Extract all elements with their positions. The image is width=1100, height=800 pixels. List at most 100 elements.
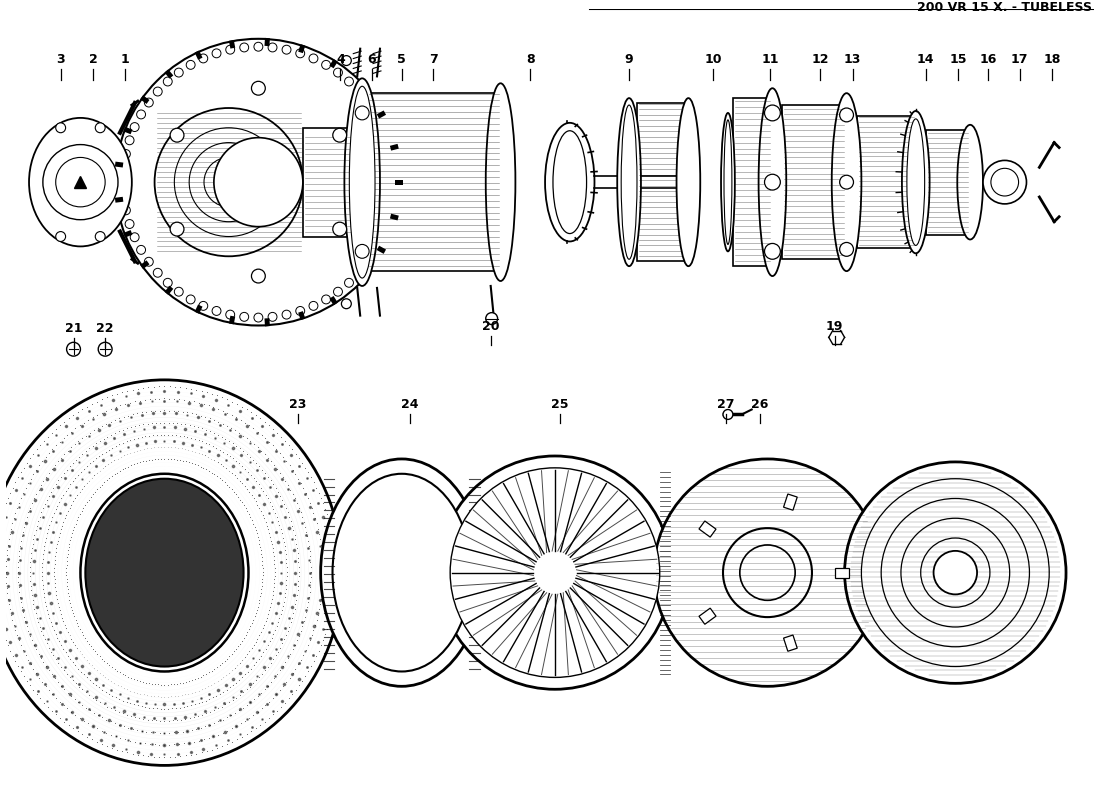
- Text: 7: 7: [429, 54, 438, 66]
- Bar: [857, 116, 916, 248]
- Bar: [114, 162, 123, 167]
- Circle shape: [96, 231, 106, 242]
- Circle shape: [901, 518, 1010, 627]
- Circle shape: [98, 342, 112, 356]
- Bar: [195, 50, 202, 60]
- Bar: [698, 521, 716, 537]
- Bar: [195, 305, 202, 314]
- Bar: [389, 214, 399, 221]
- Ellipse shape: [189, 142, 268, 222]
- Circle shape: [861, 478, 1049, 666]
- Circle shape: [226, 46, 234, 54]
- Text: 12: 12: [811, 54, 828, 66]
- Circle shape: [881, 498, 1030, 646]
- Circle shape: [438, 456, 672, 690]
- Circle shape: [240, 312, 249, 322]
- Circle shape: [363, 98, 373, 107]
- Bar: [783, 494, 798, 510]
- Circle shape: [333, 222, 346, 236]
- Ellipse shape: [724, 120, 732, 245]
- Circle shape: [252, 82, 265, 95]
- Circle shape: [389, 178, 398, 186]
- Circle shape: [354, 87, 363, 96]
- Circle shape: [212, 306, 221, 315]
- Circle shape: [388, 192, 397, 201]
- Circle shape: [212, 49, 221, 58]
- Circle shape: [321, 61, 330, 70]
- Bar: [229, 40, 235, 49]
- Circle shape: [136, 246, 145, 254]
- Ellipse shape: [621, 105, 637, 259]
- Bar: [698, 608, 716, 624]
- Ellipse shape: [546, 123, 594, 242]
- Bar: [298, 44, 306, 53]
- Circle shape: [282, 46, 292, 54]
- Circle shape: [386, 150, 395, 158]
- Circle shape: [363, 258, 373, 266]
- Text: 5: 5: [397, 54, 406, 66]
- Ellipse shape: [86, 478, 243, 666]
- Ellipse shape: [80, 474, 249, 671]
- Circle shape: [116, 39, 402, 326]
- Circle shape: [333, 68, 342, 77]
- Ellipse shape: [321, 459, 483, 686]
- Ellipse shape: [350, 86, 375, 278]
- Text: 17: 17: [1011, 54, 1028, 66]
- Text: 24: 24: [400, 398, 418, 411]
- Circle shape: [333, 287, 342, 296]
- Bar: [264, 38, 270, 46]
- Bar: [782, 105, 847, 259]
- Circle shape: [174, 287, 184, 296]
- Circle shape: [383, 136, 392, 145]
- Bar: [389, 144, 399, 150]
- Text: 10: 10: [704, 54, 722, 66]
- Circle shape: [371, 110, 381, 119]
- Ellipse shape: [676, 98, 701, 266]
- Text: 3: 3: [56, 54, 65, 66]
- Text: 21: 21: [65, 322, 82, 335]
- Circle shape: [309, 302, 318, 310]
- Ellipse shape: [204, 158, 253, 207]
- Circle shape: [186, 295, 195, 304]
- Ellipse shape: [0, 380, 342, 766]
- Circle shape: [341, 56, 351, 66]
- Circle shape: [240, 43, 249, 52]
- Text: 13: 13: [844, 54, 861, 66]
- Text: 1: 1: [121, 54, 130, 66]
- Circle shape: [991, 168, 1019, 196]
- Bar: [298, 311, 306, 320]
- Circle shape: [534, 551, 576, 594]
- Circle shape: [121, 206, 130, 214]
- Circle shape: [186, 61, 195, 70]
- Ellipse shape: [720, 113, 735, 251]
- Circle shape: [354, 268, 363, 278]
- Circle shape: [296, 49, 305, 58]
- Circle shape: [56, 231, 66, 242]
- Ellipse shape: [906, 119, 925, 246]
- Bar: [264, 318, 270, 326]
- Text: 27: 27: [717, 398, 735, 411]
- Circle shape: [56, 123, 66, 133]
- Circle shape: [67, 342, 80, 356]
- Circle shape: [653, 459, 881, 686]
- Circle shape: [119, 192, 128, 201]
- Bar: [376, 110, 386, 118]
- Circle shape: [839, 242, 854, 256]
- Bar: [395, 180, 403, 185]
- Ellipse shape: [553, 130, 586, 234]
- Circle shape: [136, 110, 145, 119]
- Circle shape: [341, 298, 351, 309]
- Circle shape: [199, 54, 208, 63]
- Circle shape: [321, 295, 330, 304]
- Circle shape: [252, 269, 265, 283]
- Ellipse shape: [486, 83, 516, 281]
- Ellipse shape: [617, 98, 641, 266]
- Ellipse shape: [155, 108, 302, 256]
- Text: 22: 22: [97, 322, 114, 335]
- Bar: [926, 130, 970, 234]
- Ellipse shape: [902, 111, 930, 254]
- Text: 6: 6: [367, 54, 376, 66]
- Ellipse shape: [957, 125, 983, 239]
- Bar: [140, 95, 150, 104]
- Circle shape: [170, 128, 184, 142]
